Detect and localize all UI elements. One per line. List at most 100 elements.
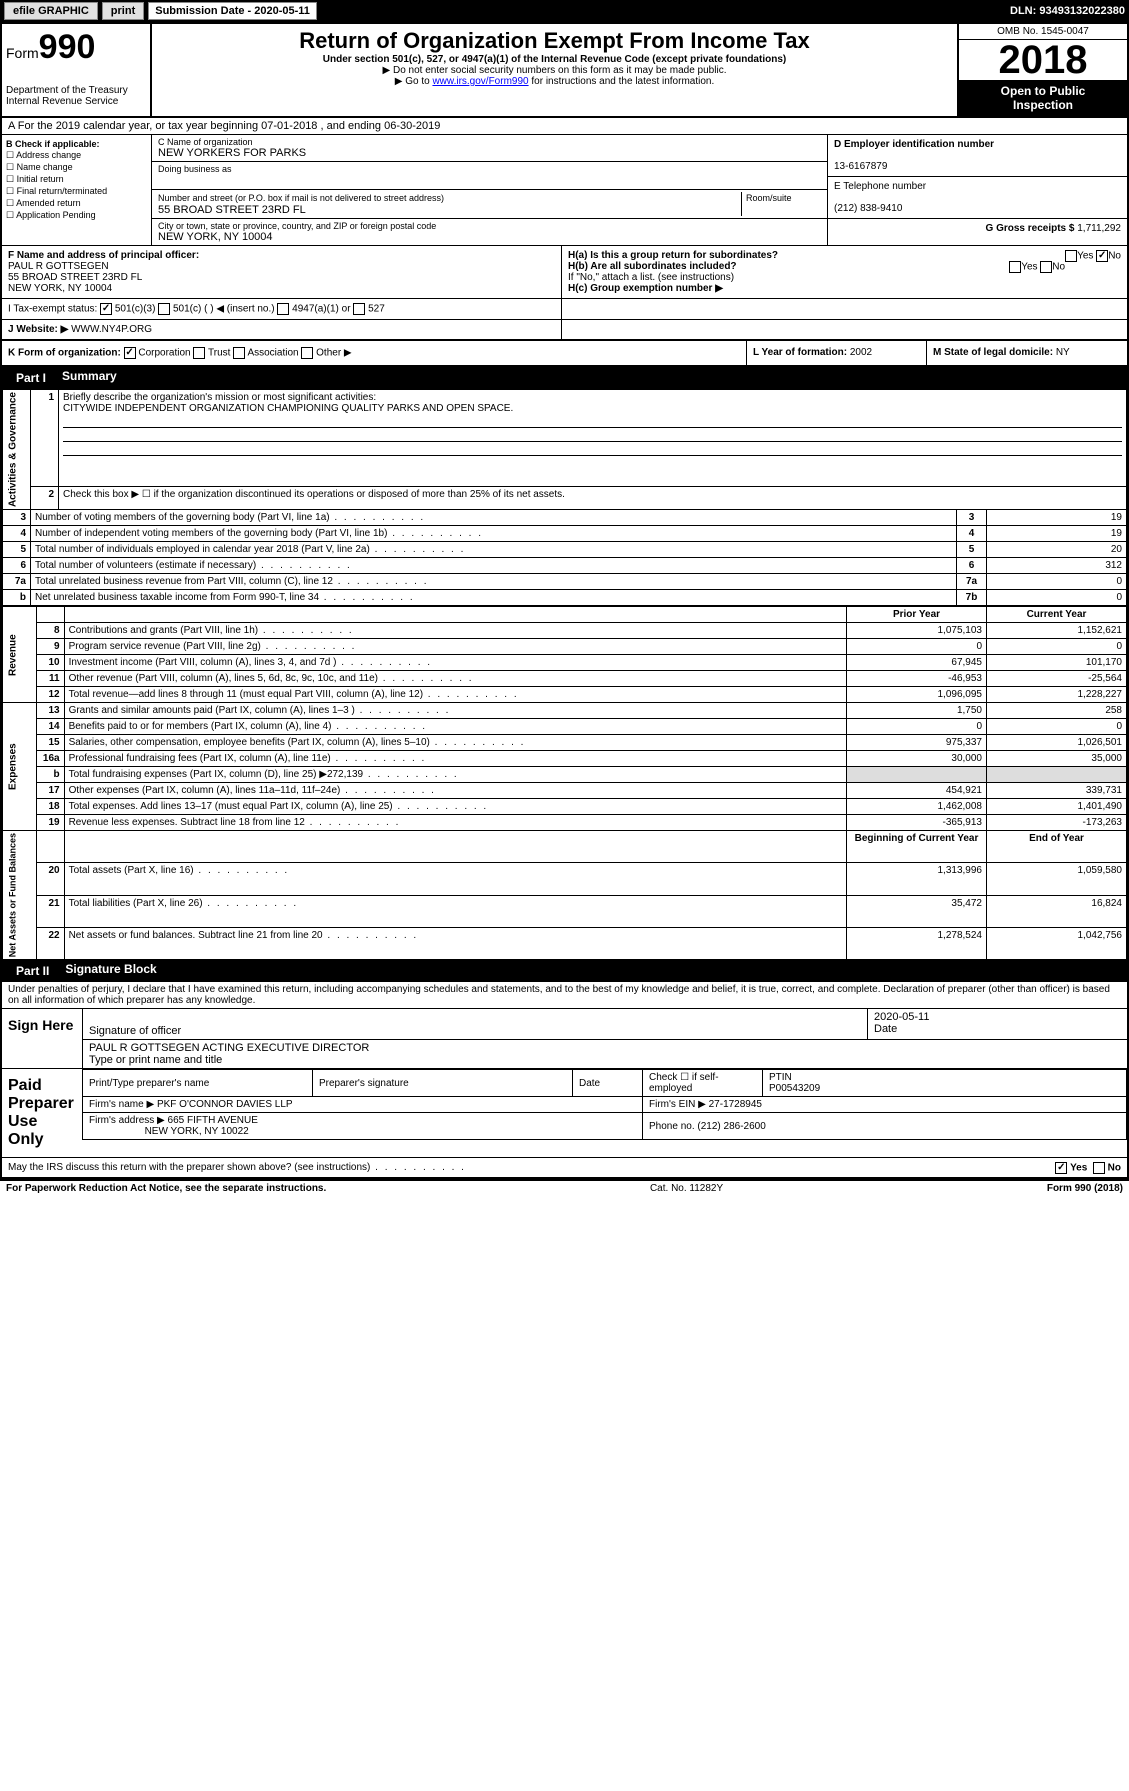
row-fgh: F Name and address of principal officer:… — [2, 246, 1127, 299]
hb-no[interactable] — [1040, 261, 1052, 273]
officer-printed-name: PAUL R GOTTSEGEN ACTING EXECUTIVE DIRECT… — [89, 1042, 369, 1054]
discuss-label: May the IRS discuss this return with the… — [8, 1162, 466, 1173]
paid-preparer-label: Paid Preparer Use Only — [2, 1069, 82, 1157]
form-title: Return of Organization Exempt From Incom… — [156, 28, 953, 54]
irs-label: Internal Revenue Service — [6, 96, 146, 107]
discuss-yes[interactable] — [1055, 1162, 1067, 1174]
subtitle-1: Under section 501(c), 527, or 4947(a)(1)… — [156, 54, 953, 65]
ein-block: D Employer identification number 13-6167… — [828, 135, 1127, 177]
tax-year: 2018 — [959, 40, 1127, 80]
domicile: NY — [1056, 347, 1070, 358]
footer-right: Form 990 (2018) — [1047, 1183, 1123, 1194]
firm-addr-label: Firm's address ▶ — [89, 1115, 165, 1126]
ha-label: H(a) Is this a group return for subordin… — [568, 250, 778, 261]
part2-title: Signature Block — [65, 962, 156, 980]
ein-value: 13-6167879 — [834, 161, 887, 172]
phone-block: E Telephone number (212) 838-9410 — [828, 177, 1127, 219]
principal-officer: F Name and address of principal officer:… — [2, 246, 562, 298]
tab-activities: Activities & Governance — [3, 390, 31, 510]
chk-other[interactable] — [301, 347, 313, 359]
efile-btn[interactable]: efile GRAPHIC — [4, 2, 98, 20]
ha-yes[interactable] — [1065, 250, 1077, 262]
firm-name-label: Firm's name ▶ — [89, 1099, 154, 1110]
form-org-label: K Form of organization: — [8, 348, 121, 359]
form-number: Form990 — [6, 28, 146, 67]
part1-header: Part I Summary — [2, 367, 1127, 389]
col-cd: C Name of organization NEW YORKERS FOR P… — [152, 135, 1127, 245]
ein-label: D Employer identification number — [834, 139, 994, 150]
block-bcd: B Check if applicable: ☐ Address change … — [2, 135, 1127, 246]
firm-phone-label: Phone no. — [649, 1121, 695, 1132]
org-name: NEW YORKERS FOR PARKS — [158, 147, 821, 159]
chk-initial[interactable]: ☐ Initial return — [6, 174, 147, 185]
summary-table: Activities & Governance 1 Briefly descri… — [2, 389, 1127, 606]
chk-corp[interactable] — [124, 347, 136, 359]
submission-date: Submission Date - 2020-05-11 — [148, 2, 317, 20]
officer-addr: 55 BROAD STREET 23RD FL — [8, 272, 142, 283]
chk-pending[interactable]: ☐ Application Pending — [6, 210, 147, 221]
website-value: WWW.NY4P.ORG — [71, 324, 152, 335]
gross-value: 1,711,292 — [1077, 223, 1121, 234]
discuss-row: May the IRS discuss this return with the… — [2, 1158, 1127, 1179]
dept-treasury: Department of the Treasury — [6, 85, 146, 96]
hb-label: H(b) Are all subordinates included? — [568, 261, 737, 272]
preparer-sig-hdr: Preparer's signature — [313, 1070, 573, 1097]
chk-4947[interactable] — [277, 303, 289, 315]
subtitle-2: ▶ Do not enter social security numbers o… — [156, 65, 953, 76]
row-j: J Website: ▶ WWW.NY4P.ORG — [2, 320, 1127, 341]
ptin-hdr: PTIN — [769, 1072, 792, 1083]
dba-label: Doing business as — [158, 164, 821, 174]
paid-preparer-block: Paid Preparer Use Only Print/Type prepar… — [2, 1069, 1127, 1158]
part1-num: Part I — [8, 369, 54, 387]
city-label: City or town, state or province, country… — [158, 221, 821, 231]
gross-label: G Gross receipts $ — [986, 223, 1075, 234]
chk-501c3[interactable] — [100, 303, 112, 315]
discuss-no[interactable] — [1093, 1162, 1105, 1174]
group-return: H(a) Is this a group return for subordin… — [562, 246, 1127, 298]
ha-no[interactable] — [1096, 250, 1108, 262]
preparer-name-hdr: Print/Type preparer's name — [83, 1070, 313, 1097]
self-employed-hdr: Check ☐ if self-employed — [643, 1070, 763, 1097]
sign-here-label: Sign Here — [2, 1009, 82, 1068]
chk-trust[interactable] — [193, 347, 205, 359]
firm-city: NEW YORK, NY 10022 — [145, 1126, 249, 1137]
chk-527[interactable] — [353, 303, 365, 315]
firm-addr: 665 FIFTH AVENUE — [168, 1115, 258, 1126]
form-body: Form990 Department of the Treasury Inter… — [0, 22, 1129, 1181]
col-defg: D Employer identification number 13-6167… — [827, 135, 1127, 245]
part1-title: Summary — [62, 369, 117, 387]
domicile-label: M State of legal domicile: — [933, 347, 1053, 358]
chk-amended[interactable]: ☐ Amended return — [6, 198, 147, 209]
city-state-zip: NEW YORK, NY 10004 — [158, 231, 821, 243]
room-label: Room/suite — [746, 193, 792, 203]
irs-link[interactable]: www.irs.gov/Form990 — [432, 76, 528, 87]
line2: Check this box ▶ ☐ if the organization d… — [59, 487, 1127, 510]
chk-address[interactable]: ☐ Address change — [6, 150, 147, 161]
chk-final[interactable]: ☐ Final return/terminated — [6, 186, 147, 197]
officer-city: NEW YORK, NY 10004 — [8, 283, 112, 294]
officer-name: PAUL R GOTTSEGEN — [8, 261, 109, 272]
sig-date-label: Date — [874, 1023, 897, 1035]
open-label: Open to Public — [1001, 84, 1086, 98]
org-name-label: C Name of organization — [158, 137, 821, 147]
subtitle-3: ▶ Go to www.irs.gov/Form990 for instruct… — [156, 76, 953, 87]
print-btn[interactable]: print — [102, 2, 144, 20]
page-footer: For Paperwork Reduction Act Notice, see … — [0, 1181, 1129, 1196]
form-header: Form990 Department of the Treasury Inter… — [2, 24, 1127, 118]
inspect-label: Inspection — [1013, 98, 1073, 112]
summary-table-2: RevenuePrior YearCurrent Year8Contributi… — [2, 606, 1127, 960]
part2-header: Part II Signature Block — [2, 960, 1127, 982]
ptin-value: P00543209 — [769, 1083, 820, 1094]
phone-label: E Telephone number — [834, 181, 926, 192]
chk-501c[interactable] — [158, 303, 170, 315]
sig-officer-label: Signature of officer — [89, 1025, 181, 1037]
hb-yes[interactable] — [1009, 261, 1021, 273]
addr-label: Number and street (or P.O. box if mail i… — [158, 193, 444, 203]
phone-value: (212) 838-9410 — [834, 203, 902, 214]
chk-assoc[interactable] — [233, 347, 245, 359]
sig-date: 2020-05-11 — [874, 1011, 929, 1023]
hb-note: If "No," attach a list. (see instruction… — [568, 272, 1121, 283]
row-i: I Tax-exempt status: 501(c)(3) 501(c) ( … — [2, 299, 1127, 320]
year-formation: 2002 — [850, 347, 872, 358]
chk-name[interactable]: ☐ Name change — [6, 162, 147, 173]
